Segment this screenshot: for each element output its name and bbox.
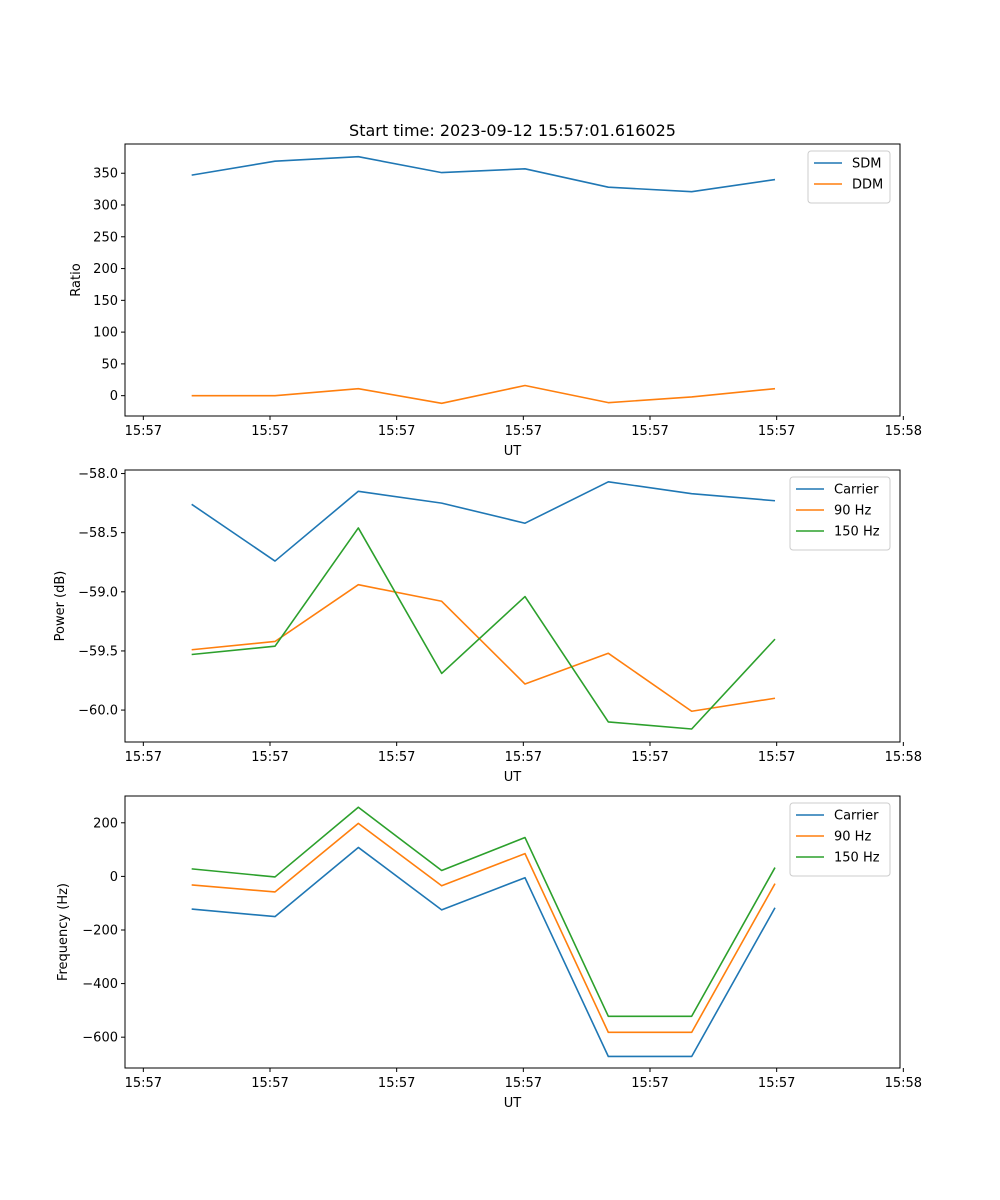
axes-frame (124, 143, 901, 417)
chart-title: Start time: 2023-09-12 15:57:01.616025 (349, 121, 676, 140)
y-tick-label: 250 (93, 230, 118, 245)
legend: Carrier 90 Hz 150 Hz (789, 476, 891, 551)
y-tick-label: 350 (93, 167, 118, 182)
legend-entry-label: Carrier (834, 483, 879, 498)
x-tick-label: 15:57 (251, 424, 288, 439)
x-axis-label: UT (504, 1096, 522, 1111)
series-line-90-hz (191, 822, 776, 1034)
series-line-150-hz (191, 527, 776, 730)
y-tick-label: 100 (93, 326, 118, 341)
legend: SDM DDM (807, 150, 891, 204)
legend-entry-label: 150 Hz (834, 851, 880, 866)
legend-entry-label: SDM (852, 157, 881, 172)
legend: Carrier 90 Hz 150 Hz (789, 802, 891, 877)
y-tick-label: −59.0 (78, 585, 118, 600)
x-tick-label: 15:57 (505, 1076, 542, 1091)
x-tick-label: 15:57 (125, 750, 162, 765)
x-tick-label: 15:57 (125, 1076, 162, 1091)
x-tick-label: 15:58 (885, 1076, 922, 1091)
x-tick-label: 15:57 (505, 424, 542, 439)
x-tick-label: 15:57 (378, 424, 415, 439)
x-tick-label: 15:57 (251, 1076, 288, 1091)
x-tick-label: 15:57 (758, 750, 795, 765)
panel-3: 15:57 15:57 15:57 15:57 15:57 15:57 15:58 −600 −… (56, 795, 922, 1111)
x-tick-label: 15:57 (378, 750, 415, 765)
legend-entry-label: 150 Hz (834, 525, 880, 540)
panel-1: Start time: 2023-09-12 15:57:01.616025 15… (69, 121, 922, 459)
series-line-sdm (191, 155, 776, 193)
legend-entry-label: Carrier (834, 809, 879, 824)
x-axis-label: UT (504, 444, 522, 459)
axes-frame (124, 469, 901, 743)
x-tick-label: 15:58 (885, 750, 922, 765)
y-tick-label: 200 (93, 816, 118, 831)
x-tick-label: 15:57 (505, 750, 542, 765)
legend-entry-label: DDM (852, 178, 883, 193)
panel-2: 15:57 15:57 15:57 15:57 15:57 15:57 15:58 −60.0… (53, 467, 922, 785)
x-tick-label: 15:57 (631, 1076, 668, 1091)
series-line-90-hz (191, 583, 776, 713)
y-tick-label: 50 (101, 357, 118, 372)
y-tick-label: −60.0 (78, 704, 118, 719)
x-axis-label: UT (504, 770, 522, 785)
x-tick-label: 15:57 (758, 424, 795, 439)
legend-entry-label: 90 Hz (834, 830, 871, 845)
series-line-ddm (191, 384, 776, 405)
x-tick-label: 15:57 (758, 1076, 795, 1091)
y-tick-label: −59.5 (78, 644, 118, 659)
panels: Start time: 2023-09-12 15:57:01.616025 15… (53, 121, 922, 1111)
y-axis-label: Ratio (69, 263, 84, 296)
x-tick-label: 15:57 (631, 424, 668, 439)
y-tick-label: −200 (82, 923, 118, 938)
x-tick-label: 15:57 (631, 750, 668, 765)
x-tick-label: 15:58 (885, 424, 922, 439)
y-tick-label: 0 (110, 870, 118, 885)
y-tick-label: 200 (93, 262, 118, 277)
y-tick-label: 300 (93, 199, 118, 214)
y-axis-label: Power (dB) (53, 571, 68, 642)
y-tick-label: 150 (93, 294, 118, 309)
y-tick-label: −400 (82, 977, 118, 992)
axes-frame (124, 795, 901, 1069)
y-axis-label: Frequency (Hz) (56, 883, 71, 981)
y-tick-label: −58.5 (78, 526, 118, 541)
x-tick-label: 15:57 (378, 1076, 415, 1091)
y-tick-label: −58.0 (78, 467, 118, 482)
series-line-carrier (191, 481, 776, 562)
y-tick-label: 0 (110, 389, 118, 404)
x-tick-label: 15:57 (125, 424, 162, 439)
series-line-carrier (191, 846, 776, 1058)
legend-entry-label: 90 Hz (834, 504, 871, 519)
y-tick-label: −600 (82, 1031, 118, 1046)
legend-box (807, 150, 891, 204)
series-line-150-hz (191, 806, 776, 1018)
x-tick-label: 15:57 (251, 750, 288, 765)
